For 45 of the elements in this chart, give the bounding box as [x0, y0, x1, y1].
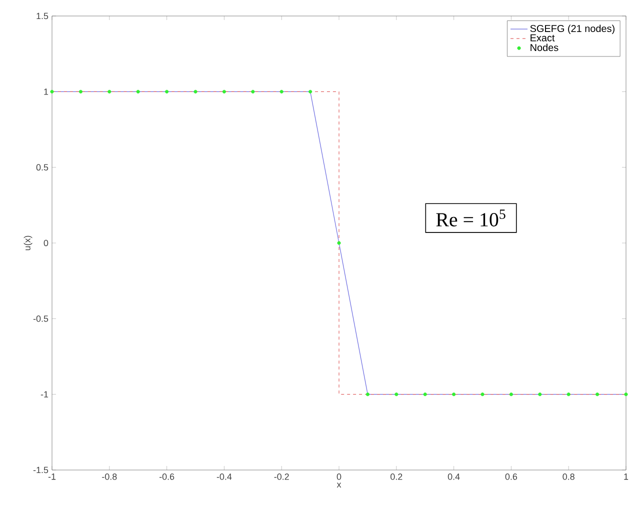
point	[136, 90, 140, 94]
y-tick-label: -1.5	[33, 466, 48, 474]
point	[566, 392, 570, 396]
x-tick-label: -0.4	[216, 474, 232, 480]
point	[452, 392, 456, 396]
x-tick-label: -1	[48, 474, 56, 480]
point	[596, 392, 600, 396]
x-tick-label: -0.2	[274, 474, 289, 480]
point	[366, 392, 370, 396]
x-tick-label: 0.6	[505, 474, 518, 480]
point	[394, 392, 398, 396]
point	[251, 90, 255, 94]
x-axis-title: x	[336, 482, 342, 488]
point	[624, 392, 628, 396]
point	[337, 241, 341, 245]
point	[423, 392, 427, 396]
x-tick-label: 1	[624, 474, 628, 480]
point	[194, 90, 198, 94]
legend-label: Exact	[530, 34, 555, 42]
x-tick-label: -0.8	[102, 474, 117, 480]
point	[538, 392, 542, 396]
y-tick-label: 1.5	[36, 12, 48, 20]
point	[108, 90, 112, 94]
point	[222, 90, 226, 94]
x-tick-label: -0.6	[159, 474, 174, 480]
point	[308, 90, 312, 94]
point	[280, 90, 284, 94]
point	[480, 392, 484, 396]
x-tick-label: 0.4	[448, 474, 460, 480]
y-tick-label: -0.5	[33, 315, 48, 322]
y-tick-label: 0.5	[36, 164, 48, 171]
y-axis-title: u(x)	[24, 236, 32, 250]
annotation: Re = 10$^{5}$	[436, 210, 506, 226]
point	[78, 90, 82, 94]
legend-label: Nodes	[530, 44, 558, 52]
y-tick-label: 0	[44, 240, 48, 246]
point	[165, 90, 169, 94]
x-tick-label: 0	[336, 474, 342, 480]
x-tick-label: 0.8	[562, 474, 574, 480]
y-tick-label: 1	[44, 88, 48, 95]
point	[50, 90, 54, 94]
x-tick-label: 0.2	[390, 474, 402, 480]
y-tick-label: -1	[40, 391, 48, 398]
legend-label: SGEFG (21 nodes)	[530, 24, 614, 34]
point	[509, 392, 514, 396]
